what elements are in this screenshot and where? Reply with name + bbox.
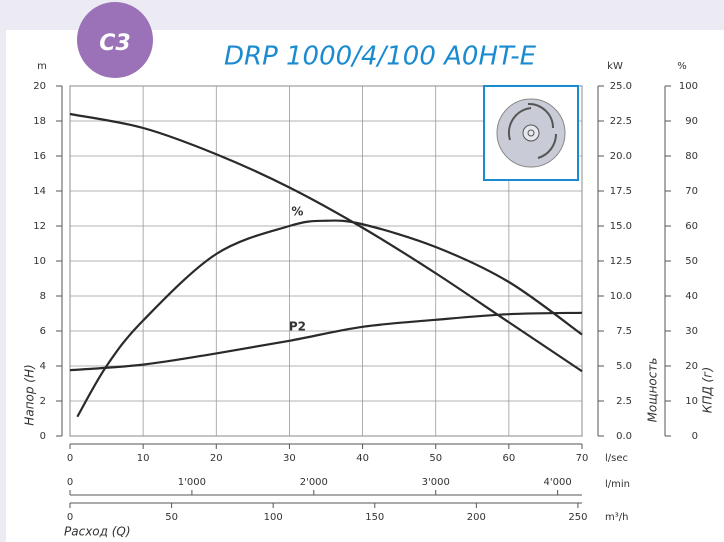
- y2-tick-label: 5.0: [616, 361, 632, 372]
- x3-tick-label: 150: [365, 512, 384, 523]
- x3-unit: m³/h: [605, 512, 628, 523]
- y2-tick-label: 20.0: [610, 151, 632, 162]
- x-tick-label: 70: [576, 453, 589, 464]
- y3-tick-label: 100: [679, 81, 698, 92]
- y3-label: КПД (г): [701, 367, 715, 413]
- y2-tick-label: 17.5: [610, 186, 632, 197]
- x-tick-label: 50: [429, 453, 442, 464]
- x-tick-label: 40: [356, 453, 369, 464]
- x3-tick-label: 50: [165, 512, 178, 523]
- x-tick-label: 0: [67, 453, 73, 464]
- x2-tick-label: 4'000: [544, 477, 572, 488]
- x-tick-label: 30: [283, 453, 296, 464]
- x3-tick-label: 250: [568, 512, 587, 523]
- y3-tick-label: 30: [685, 326, 698, 337]
- curve-label: P2: [289, 319, 306, 333]
- y-tick-label: 10: [33, 256, 46, 267]
- y3-tick-label: 20: [685, 361, 698, 372]
- x-unit: l/sec: [605, 453, 628, 464]
- y2-label: Мощность: [646, 358, 660, 423]
- y2-tick-label: 12.5: [610, 256, 632, 267]
- x3-tick-label: 0: [67, 512, 73, 523]
- y2-tick-label: 15.0: [610, 221, 632, 232]
- y-tick-label: 6: [40, 326, 46, 337]
- badge: C3: [99, 31, 130, 56]
- x-label: Расход (Q): [64, 525, 131, 539]
- y-tick-label: 4: [40, 361, 46, 372]
- x2-tick-label: 2'000: [300, 477, 328, 488]
- y-tick-label: 12: [33, 221, 46, 232]
- y-unit: m: [37, 61, 47, 72]
- y2-unit: kW: [607, 61, 623, 72]
- y-tick-label: 8: [40, 291, 46, 302]
- y-label: Напор (H): [23, 364, 37, 425]
- y-tick-label: 2: [40, 396, 46, 407]
- y3-tick-label: 0: [692, 431, 698, 442]
- y2-tick-label: 0.0: [616, 431, 632, 442]
- y2-tick-label: 22.5: [610, 116, 632, 127]
- y3-tick-label: 10: [685, 396, 698, 407]
- y3-tick-label: 50: [685, 256, 698, 267]
- x2-unit: l/min: [605, 479, 630, 490]
- y3-unit: %: [677, 61, 687, 72]
- x-tick-label: 10: [137, 453, 150, 464]
- curve-label: %: [291, 205, 303, 219]
- x2-tick-label: 0: [67, 477, 73, 488]
- x2-tick-label: 1'000: [178, 477, 206, 488]
- x-tick-label: 20: [210, 453, 223, 464]
- y3-tick-label: 40: [685, 291, 698, 302]
- y2-tick-label: 10.0: [610, 291, 632, 302]
- curve: [69, 311, 583, 372]
- y-tick-label: 18: [33, 116, 46, 127]
- y-tick-label: 16: [33, 151, 46, 162]
- curve: [76, 219, 583, 418]
- y3-tick-label: 80: [685, 151, 698, 162]
- y3-tick-label: 60: [685, 221, 698, 232]
- x2-tick-label: 3'000: [422, 477, 450, 488]
- badge-circle: [77, 2, 153, 78]
- y2-tick-label: 25.0: [610, 81, 632, 92]
- chart-title: DRP 1000/4/100 A0HT-E: [224, 42, 537, 72]
- curve: [69, 112, 583, 373]
- y3-tick-label: 70: [685, 186, 698, 197]
- y2-tick-label: 7.5: [616, 326, 632, 337]
- y-tick-label: 20: [33, 81, 46, 92]
- y-tick-label: 0: [40, 431, 46, 442]
- x3-tick-label: 200: [467, 512, 486, 523]
- y2-tick-label: 2.5: [616, 396, 632, 407]
- y3-tick-label: 90: [685, 116, 698, 127]
- x-tick-label: 60: [502, 453, 515, 464]
- y-tick-label: 14: [33, 186, 46, 197]
- x3-tick-label: 100: [264, 512, 283, 523]
- impeller-icon: [483, 85, 579, 181]
